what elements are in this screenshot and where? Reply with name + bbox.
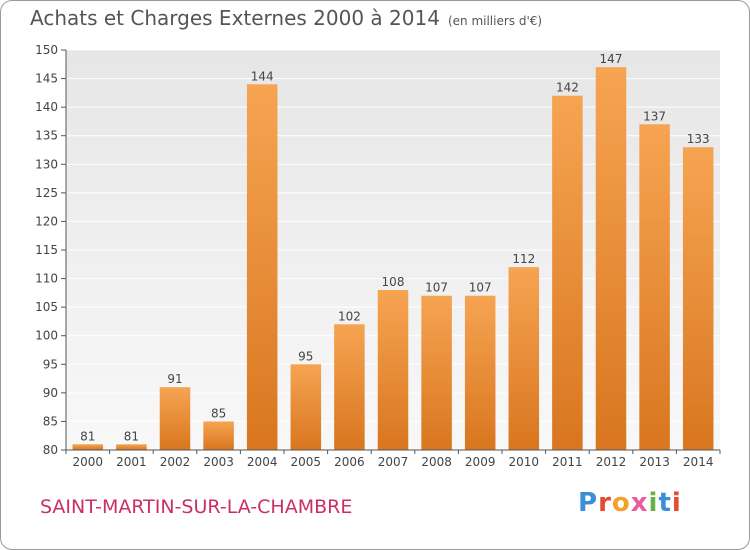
x-tick-label: 2005 [291, 455, 322, 469]
data-label: 112 [512, 252, 535, 266]
data-label: 81 [124, 429, 139, 443]
logo-letter: i [671, 488, 682, 518]
bar [334, 324, 365, 450]
chart-title: Achats et Charges Externes 2000 à 2014 (e… [30, 6, 542, 30]
data-label: 107 [425, 281, 448, 295]
data-label: 91 [167, 372, 182, 386]
y-tick-label: 80 [43, 443, 58, 457]
x-tick-label: 2007 [378, 455, 409, 469]
data-label: 142 [556, 81, 579, 95]
logo-letter: i [648, 488, 659, 518]
y-tick-label: 140 [35, 100, 58, 114]
data-label: 108 [382, 275, 405, 289]
bar [464, 295, 496, 450]
proxiti-logo: Proxiti [578, 488, 682, 518]
x-tick-label: 2001 [116, 455, 147, 469]
data-labels: 81 81 91 85 144 95 102 108 107 107 112 142 147 137 133 [80, 52, 709, 443]
x-tick-label: 2004 [247, 455, 278, 469]
bar [639, 124, 670, 451]
x-tick-label: 2003 [203, 455, 234, 469]
bar [159, 387, 191, 450]
y-axis-ticks: 80 85 90 95 100 105 110 115 120 125 130 135 140 145 15… [35, 43, 66, 457]
data-label: 95 [298, 349, 313, 363]
x-tick-label: 2008 [421, 455, 452, 469]
chart-unit: (en milliers d'€) [447, 14, 543, 28]
data-label: 107 [469, 281, 492, 295]
bar [72, 444, 104, 450]
x-tick-label: 2010 [509, 455, 540, 469]
data-label: 133 [687, 132, 710, 146]
y-tick-label: 150 [35, 43, 58, 57]
x-tick-label: 2009 [465, 455, 496, 469]
bars [72, 67, 714, 451]
chart-title-text: Achats et Charges Externes 2000 à 2014 [30, 6, 440, 30]
bar [246, 84, 278, 451]
y-tick-label: 125 [35, 186, 58, 200]
data-label: 85 [211, 406, 226, 420]
y-tick-label: 95 [43, 357, 58, 371]
bar [595, 67, 627, 451]
x-tick-label: 2011 [552, 455, 583, 469]
data-label: 137 [643, 109, 666, 123]
bar [290, 364, 322, 450]
x-tick-label: 2013 [639, 455, 670, 469]
x-tick-label: 2014 [683, 455, 714, 469]
logo-letter: P [578, 488, 599, 518]
logo-letter: x [630, 488, 649, 518]
y-tick-label: 135 [35, 129, 58, 143]
bar [203, 421, 234, 450]
x-tick-label: 2012 [596, 455, 627, 469]
y-tick-label: 145 [35, 72, 58, 86]
x-tick-label: 2002 [160, 455, 191, 469]
logo-letter: t [658, 488, 672, 518]
y-tick-label: 100 [35, 329, 58, 343]
data-label: 102 [338, 309, 361, 323]
bar [421, 295, 452, 450]
logo-letter: r [598, 488, 612, 518]
x-tick-label: 2000 [73, 455, 104, 469]
data-label: 144 [251, 69, 274, 83]
data-label: 147 [600, 52, 623, 66]
data-label: 81 [80, 429, 95, 443]
y-tick-label: 85 [43, 414, 58, 428]
bar [116, 444, 147, 450]
bar [508, 267, 540, 450]
x-axis-ticks: 2000 2001 2002 2003 2004 2005 2006 2007 2008 2009… [65, 450, 721, 469]
bar [377, 290, 409, 450]
y-tick-label: 130 [35, 157, 58, 171]
x-tick-label: 2006 [334, 455, 365, 469]
y-tick-label: 110 [35, 272, 58, 286]
logo-letter: o [611, 488, 631, 518]
y-tick-label: 120 [35, 214, 58, 228]
y-tick-label: 90 [43, 386, 58, 400]
bar [682, 147, 714, 450]
bar [552, 95, 583, 450]
y-tick-label: 115 [35, 243, 58, 257]
commune-name: SAINT-MARTIN-SUR-LA-CHAMBRE [40, 496, 353, 518]
y-tick-label: 105 [35, 300, 58, 314]
